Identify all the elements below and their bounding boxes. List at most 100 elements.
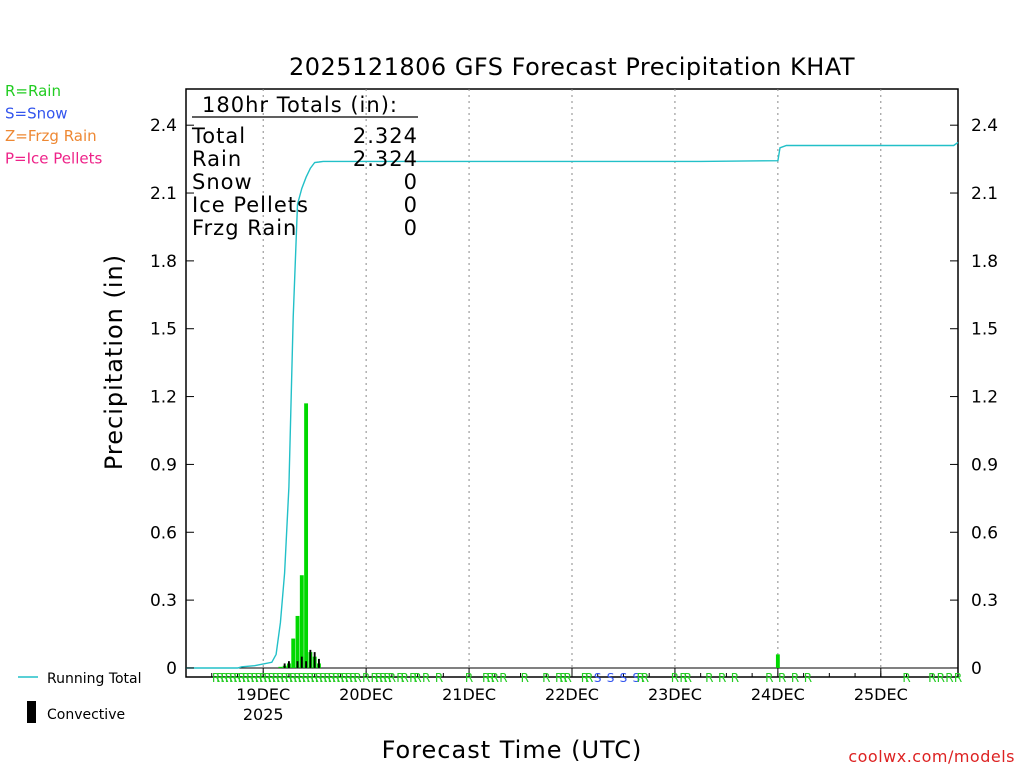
ptype-marker: R bbox=[581, 671, 589, 685]
ptype-marker: R bbox=[954, 671, 962, 685]
ptype-marker: R bbox=[555, 671, 563, 685]
y-tick-label-right: 1.2 bbox=[971, 388, 998, 408]
y-tick-label-right: 0.6 bbox=[971, 523, 998, 543]
ptype-marker: R bbox=[401, 671, 409, 685]
type-legend-item: R=Rain bbox=[5, 82, 61, 100]
convective-bar bbox=[287, 661, 290, 668]
totals-header: 180hr Totals (in): bbox=[202, 93, 398, 117]
convective-bar bbox=[300, 656, 303, 668]
chart-title: 2025121806 GFS Forecast Precipitation KH… bbox=[289, 53, 855, 81]
ptype-marker: R bbox=[945, 671, 953, 685]
ptype-marker: R bbox=[323, 671, 331, 685]
totals-rows: Total 2.324 Rain 2.324 Snow 0 Ice Pellets 0 Frzg… bbox=[191, 124, 418, 240]
ptype-marker: R bbox=[332, 671, 340, 685]
grid-layer bbox=[186, 89, 958, 677]
ptype-marker: R bbox=[259, 671, 267, 685]
ptype-marker: R bbox=[233, 671, 241, 685]
y-tick-label-right: 0.9 bbox=[971, 455, 998, 475]
y-tick-label-right: 0.3 bbox=[971, 591, 998, 611]
y-axis-label: Precipitation (in) bbox=[100, 254, 128, 470]
x-tick-label: 19DEC bbox=[236, 685, 290, 704]
precip-bar bbox=[295, 615, 300, 668]
ptype-marker: R bbox=[216, 671, 224, 685]
totals-row-label: Snow bbox=[192, 170, 253, 194]
bars-layer bbox=[278, 403, 780, 668]
ptype-marker: R bbox=[499, 671, 507, 685]
x-tick-label: 20DEC bbox=[339, 685, 393, 704]
totals-box: 180hr Totals (in): Total 2.324 Rain 2.324 Sn… bbox=[191, 93, 418, 240]
ptype-marker: R bbox=[928, 671, 936, 685]
ptype-marker: R bbox=[306, 671, 314, 685]
watermark: coolwx.com/models bbox=[848, 747, 1015, 766]
ptype-marker: R bbox=[255, 671, 263, 685]
ptype-marker: R bbox=[341, 671, 349, 685]
ptype-marker: R bbox=[238, 671, 246, 685]
y-tick-label-left: 1.5 bbox=[150, 320, 177, 340]
ptype-marker: S bbox=[620, 671, 628, 685]
ptype-marker: R bbox=[212, 671, 220, 685]
x-tick-label: 23DEC bbox=[648, 685, 702, 704]
y-tick-label-right: 2.1 bbox=[971, 184, 998, 204]
ptype-marker: R bbox=[902, 671, 910, 685]
convective-bar bbox=[318, 658, 320, 668]
ptype-marker: R bbox=[293, 671, 301, 685]
ptype-marker: R bbox=[413, 671, 421, 685]
ptype-marker: R bbox=[349, 671, 357, 685]
ptype-marker: R bbox=[375, 671, 383, 685]
ptype-marker: R bbox=[641, 671, 649, 685]
y-tick-label-left: 0.6 bbox=[150, 523, 177, 543]
ptype-marker: R bbox=[937, 671, 945, 685]
ptype-marker: R bbox=[220, 671, 228, 685]
ptype-marker: R bbox=[564, 671, 572, 685]
totals-row-label: Total bbox=[191, 124, 246, 148]
type-legend-item: P=Ice Pellets bbox=[5, 150, 102, 168]
ptype-marker: S bbox=[594, 671, 602, 685]
x-tick-label: 25DEC bbox=[854, 685, 908, 704]
ptype-marker: R bbox=[263, 671, 271, 685]
line-layer bbox=[186, 141, 959, 669]
running-total-line bbox=[186, 141, 959, 669]
ptype-marker: R bbox=[272, 671, 280, 685]
y-tick-label-right: 2.4 bbox=[971, 116, 998, 136]
ptype-marker: R bbox=[422, 671, 430, 685]
totals-row-value: 2.324 bbox=[353, 124, 418, 148]
ptype-marker: R bbox=[804, 671, 812, 685]
precip-bar bbox=[775, 654, 780, 668]
ptype-marker: R bbox=[289, 671, 297, 685]
running-total-legend-label: Running Total bbox=[47, 671, 142, 687]
ptype-marker: R bbox=[465, 671, 473, 685]
convective-bar bbox=[313, 652, 316, 668]
ptype-marker: R bbox=[315, 671, 323, 685]
ptype-marker: R bbox=[371, 671, 379, 685]
type-legend-item: Z=Frzg Rain bbox=[5, 127, 97, 145]
ptype-marker: R bbox=[302, 671, 310, 685]
convective-bar bbox=[296, 661, 299, 668]
ptype-marker: R bbox=[280, 671, 288, 685]
precip-bar bbox=[299, 575, 304, 668]
ptype-marker: R bbox=[246, 671, 254, 685]
totals-row-label: Ice Pellets bbox=[192, 193, 309, 217]
convective-legend-label: Convective bbox=[47, 707, 125, 723]
ptype-marker: R bbox=[705, 671, 713, 685]
ptype-marker: R bbox=[310, 671, 318, 685]
year-label: 2025 bbox=[243, 705, 284, 724]
x-tick-label: 22DEC bbox=[545, 685, 599, 704]
ptype-marker: R bbox=[276, 671, 284, 685]
totals-row-label: Rain bbox=[192, 147, 242, 171]
ptype-marker: R bbox=[731, 671, 739, 685]
ptype-marker: R bbox=[559, 671, 567, 685]
ptype-marker: R bbox=[585, 671, 593, 685]
ptype-marker: S bbox=[607, 671, 615, 685]
ptype-marker: R bbox=[679, 671, 687, 685]
ptype-marker: R bbox=[319, 671, 327, 685]
ptype-marker: R bbox=[791, 671, 799, 685]
y-tick-label-right: 1.8 bbox=[971, 252, 998, 272]
ptype-marker: R bbox=[353, 671, 361, 685]
ptype-marker: R bbox=[684, 671, 692, 685]
ptype-marker: R bbox=[362, 671, 370, 685]
ptype-marker: R bbox=[542, 671, 550, 685]
y-tick-label-left: 0.9 bbox=[150, 455, 177, 475]
y-tick-label-left: 2.1 bbox=[150, 184, 177, 204]
ptype-marker: R bbox=[379, 671, 387, 685]
